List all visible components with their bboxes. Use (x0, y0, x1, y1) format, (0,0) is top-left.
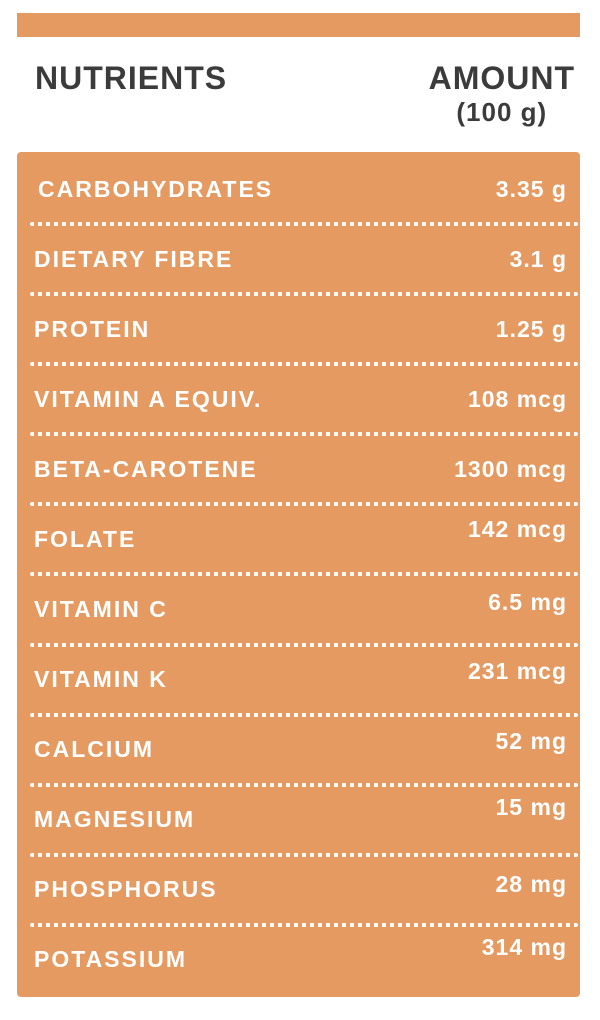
nutrient-label: PROTEIN (34, 315, 151, 342)
amount-header-label: AMOUNT (428, 60, 575, 96)
nutrient-label: DIETARY FIBRE (34, 245, 234, 272)
table-row: FOLATE 142 mcg (17, 504, 580, 577)
table-row: VITAMIN C 6.5 mg (17, 574, 580, 647)
amount-column-header: AMOUNT (100 g) (428, 60, 575, 130)
nutrient-label: MAGNESIUM (34, 806, 196, 833)
table-row: VITAMIN K 231 mcg (17, 645, 580, 717)
nutrient-value: 28 mg (495, 871, 567, 898)
nutrient-value: 1.25 g (495, 315, 567, 342)
table-row: BETA-CAROTENE 1300 mcg (17, 434, 580, 507)
nutrient-label: FOLATE (34, 525, 137, 552)
nutrient-value: 6.5 mg (488, 589, 567, 615)
nutrient-value: 142 mcg (467, 515, 567, 542)
table-row: MAGNESIUM 15 mg (17, 785, 580, 857)
nutrient-label: CALCIUM (34, 736, 155, 763)
nutrient-value: 108 mcg (467, 385, 567, 412)
table-row: DIETARY FIBRE 3.1 g (17, 224, 580, 297)
table-row: PROTEIN 1.25 g (17, 294, 580, 367)
nutrient-value: 1300 mcg (454, 455, 567, 482)
nutrition-table: CARBOHYDRATES 3.35 g DIETARY FIBRE 3.1 g… (17, 152, 580, 997)
nutrient-label: VITAMIN A EQUIV. (34, 385, 263, 412)
nutrient-value: 15 mg (495, 794, 567, 821)
nutrient-label: POTASSIUM (34, 946, 188, 973)
top-accent-bar (17, 13, 580, 37)
table-header: NUTRIENTS AMOUNT (100 g) (17, 37, 580, 152)
nutrient-label: CARBOHYDRATES (38, 175, 274, 202)
nutrient-value: 52 mg (495, 728, 567, 755)
nutrient-value: 3.1 g (509, 245, 567, 272)
nutrients-column-header: NUTRIENTS (35, 60, 228, 96)
nutrient-value: 231 mcg (467, 658, 567, 685)
table-row: CALCIUM 52 mg (17, 715, 580, 787)
table-row: PHOSPHORUS 28 mg (17, 855, 580, 927)
table-row: VITAMIN A EQUIV. 108 mcg (17, 364, 580, 437)
nutrient-value: 314 mg (481, 934, 567, 961)
nutrient-label: BETA-CAROTENE (34, 455, 258, 482)
nutrient-label: VITAMIN C (34, 596, 168, 622)
nutrient-label: VITAMIN K (34, 666, 168, 693)
nutrient-label: PHOSPHORUS (34, 876, 218, 903)
table-row: POTASSIUM 314 mg (17, 925, 580, 995)
amount-header-sublabel: (100 g) (456, 97, 548, 128)
table-row: CARBOHYDRATES 3.35 g (17, 154, 580, 227)
nutrient-value: 3.35 g (495, 175, 567, 202)
